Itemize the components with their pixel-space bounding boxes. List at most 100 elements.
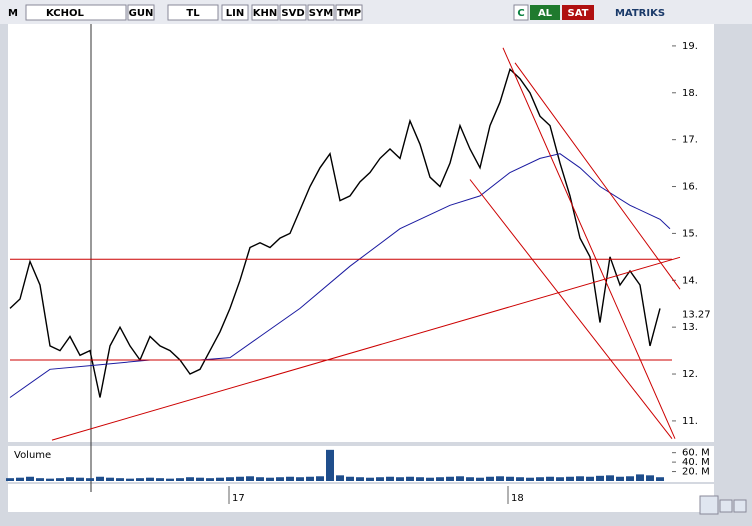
volume-bar <box>586 476 594 481</box>
toolbar-button[interactable] <box>335 4 363 21</box>
date-strip <box>8 484 714 512</box>
volume-bar <box>516 477 524 481</box>
x-tick-label: 17 <box>232 493 245 504</box>
volume-bar <box>556 477 564 481</box>
volume-bar <box>416 477 424 481</box>
volume-bar <box>116 478 124 481</box>
volume-bar <box>86 478 94 481</box>
volume-bar <box>536 477 544 481</box>
volume-bar <box>286 476 294 481</box>
trend-line <box>51 256 681 441</box>
volume-bar <box>276 477 284 481</box>
volume-bar <box>6 478 14 481</box>
scroll-right[interactable] <box>733 499 747 513</box>
y-axis-area <box>672 24 714 442</box>
volume-bar <box>296 477 304 481</box>
volume-bar <box>186 477 194 481</box>
toolbar-button[interactable] <box>279 4 307 21</box>
volume-bar <box>216 477 224 481</box>
volume-bar <box>496 476 504 481</box>
toolbar-button[interactable] <box>307 4 335 21</box>
volume-bar <box>26 476 34 481</box>
toolbar-button-label: GUN <box>129 8 154 19</box>
sell-label: SAT <box>568 8 589 19</box>
volume-bar <box>76 477 84 481</box>
volume-bar <box>226 477 234 481</box>
volume-bar <box>266 477 274 481</box>
volume-bar <box>196 477 204 481</box>
sell-button[interactable] <box>562 5 594 20</box>
refresh-button[interactable] <box>699 495 719 515</box>
y-tick-label: 18. <box>682 88 698 99</box>
x-tick-label: 18 <box>511 493 524 504</box>
volume-bar <box>446 476 454 481</box>
toolbar-button[interactable] <box>221 4 249 21</box>
volume-bar <box>646 475 654 481</box>
volume-bar <box>56 478 64 481</box>
toolbar-button-label: SVD <box>281 8 304 19</box>
volume-bar <box>236 476 244 481</box>
c-label: C <box>517 8 524 19</box>
volume-bar <box>36 478 44 481</box>
volume-bar <box>406 476 414 481</box>
toolbar-button-label: LIN <box>226 8 244 19</box>
volume-bar <box>256 477 264 481</box>
volume-tick-label: 20. M <box>682 467 710 478</box>
y-tick-label: 11. <box>682 416 698 427</box>
volume-bar <box>336 475 344 481</box>
y-tick-label: 16. <box>682 182 698 193</box>
volume-bar <box>96 476 104 481</box>
y-tick-label: 17. <box>682 135 698 146</box>
trend-line <box>469 179 673 440</box>
toolbar-button-label: TMP <box>337 8 361 19</box>
volume-bar <box>156 478 164 481</box>
toolbar-button-label: KHN <box>253 8 278 19</box>
trend-line <box>514 62 681 290</box>
volume-tick-label: 40. M <box>682 457 710 468</box>
volume-bar <box>606 475 614 481</box>
volume-bar <box>136 478 144 481</box>
c-button[interactable] <box>513 4 529 21</box>
y-tick-label: 19. <box>682 41 698 52</box>
plot-area <box>8 24 672 442</box>
volume-bar <box>656 477 664 481</box>
brand: MATRIKS <box>615 8 665 19</box>
volume-bar <box>356 477 364 481</box>
volume-bar <box>566 476 574 481</box>
volume-bar <box>106 477 114 481</box>
volume-bar <box>426 477 434 481</box>
volume-bar <box>546 476 554 481</box>
buy-label: AL <box>538 8 553 19</box>
volume-bar <box>326 449 334 481</box>
buy-button[interactable] <box>530 5 560 20</box>
volume-bar <box>66 477 74 481</box>
volume-bar <box>376 477 384 481</box>
volume-bar <box>386 476 394 481</box>
volume-bar <box>576 476 584 481</box>
symbol: KCHOL <box>46 8 85 19</box>
toolbar-button[interactable] <box>251 4 279 21</box>
volume-bar <box>456 476 464 481</box>
volume-bar <box>596 475 604 481</box>
volume-bar <box>486 476 494 481</box>
volume-bar <box>476 477 484 481</box>
volume-bar <box>366 477 374 481</box>
volume-bar <box>436 477 444 481</box>
symbol-box[interactable] <box>25 4 127 21</box>
logo: M <box>8 8 18 19</box>
y-tick-label: 13. <box>682 322 698 333</box>
volume-bar <box>616 476 624 481</box>
volume-bar <box>636 474 644 481</box>
y-tick-label: 14. <box>682 275 698 286</box>
volume-bar <box>46 478 54 481</box>
volume-bar <box>166 478 174 481</box>
toolbar-button[interactable] <box>127 4 155 21</box>
volume-bar <box>206 478 214 481</box>
volume-bar <box>506 476 514 481</box>
y-tick-label: 12. <box>682 369 698 380</box>
scroll-left[interactable] <box>719 499 733 513</box>
toolbar-button[interactable] <box>167 4 219 21</box>
volume-bar <box>306 476 314 481</box>
